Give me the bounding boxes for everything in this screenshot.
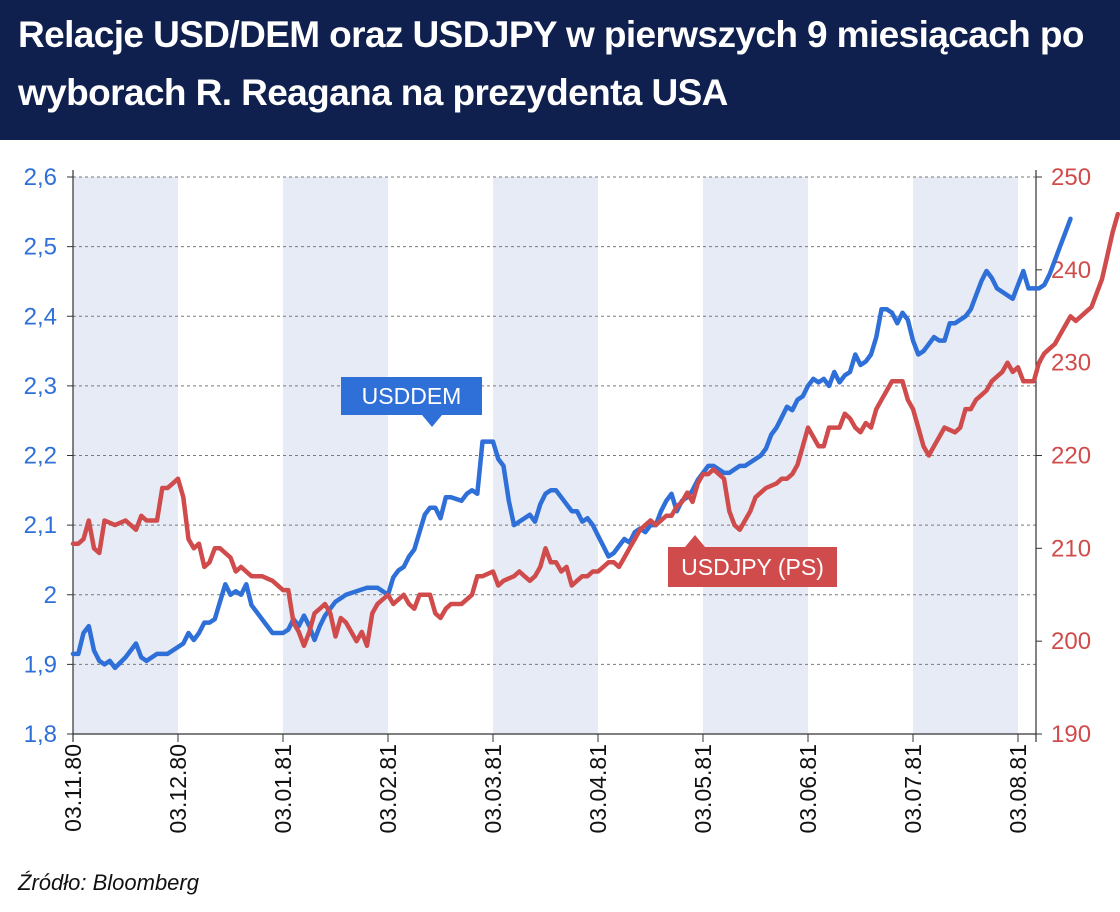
- x-tick-label: 03.05.81: [690, 744, 716, 834]
- x-tick-label: 03.02.81: [375, 744, 401, 834]
- right-tick-label: 240: [1051, 257, 1091, 284]
- callout-box: [668, 535, 837, 587]
- tick-labels: 1,8 1,9 2 2,1 2,2 2,3 2,4 2,5 2,6 190 200 210 220 230…: [24, 164, 1091, 834]
- right-tick-label: 200: [1051, 628, 1091, 655]
- series-lines: [70, 211, 1120, 671]
- usdjpy-label: USDJPY (PS): [668, 535, 837, 587]
- callout-box: [341, 377, 482, 427]
- series-labels: USDDEM USDJPY (PS): [341, 377, 837, 587]
- x-tick-label: 03.01.81: [270, 744, 296, 834]
- month-band: [283, 177, 388, 734]
- usddem-label: USDDEM: [341, 377, 482, 427]
- series-line-usdjpy-ps: [70, 211, 1120, 649]
- series-line-usddem: [70, 216, 1073, 671]
- left-tick-label: 2,3: [24, 373, 57, 400]
- title-banner: Relacje USD/DEM oraz USDJPY w pierwszych…: [0, 0, 1120, 140]
- left-tick-label: 2,4: [24, 303, 57, 330]
- left-tick-label: 2,6: [24, 164, 57, 191]
- right-tick-label: 190: [1051, 721, 1091, 748]
- right-tick-label: 220: [1051, 443, 1091, 470]
- right-tick-label: 250: [1051, 164, 1091, 191]
- callout-text: USDJPY (PS): [681, 554, 824, 580]
- left-tick-label: 2,1: [24, 512, 57, 539]
- left-tick-label: 1,9: [24, 651, 57, 678]
- month-bands: [73, 177, 1018, 734]
- left-tick-label: 2,5: [24, 234, 57, 261]
- x-tick-label: 03.07.81: [900, 744, 926, 834]
- chart-title: Relacje USD/DEM oraz USDJPY w pierwszych…: [18, 14, 1084, 113]
- x-tick-label: 03.12.80: [165, 744, 191, 834]
- x-tick-label: 03.03.81: [480, 744, 506, 834]
- month-band: [703, 177, 808, 734]
- left-tick-label: 2,2: [24, 443, 57, 470]
- left-tick-label: 2: [44, 582, 57, 609]
- month-band: [493, 177, 598, 734]
- x-tick-label: 03.08.81: [1005, 744, 1031, 834]
- x-tick-label: 03.11.80: [60, 744, 86, 832]
- x-tick-label: 03.04.81: [585, 744, 611, 834]
- right-tick-label: 210: [1051, 535, 1091, 562]
- x-tick-label: 03.06.81: [795, 744, 821, 834]
- right-tick-label: 230: [1051, 350, 1091, 377]
- source-note: Źródło: Bloomberg: [18, 870, 199, 895]
- month-band: [73, 177, 178, 734]
- callout-text: USDDEM: [362, 383, 462, 409]
- left-tick-label: 1,8: [24, 721, 57, 748]
- chart-canvas: 1,8 1,9 2 2,1 2,2 2,3 2,4 2,5 2,6 190 200 210 220 230…: [24, 164, 1120, 834]
